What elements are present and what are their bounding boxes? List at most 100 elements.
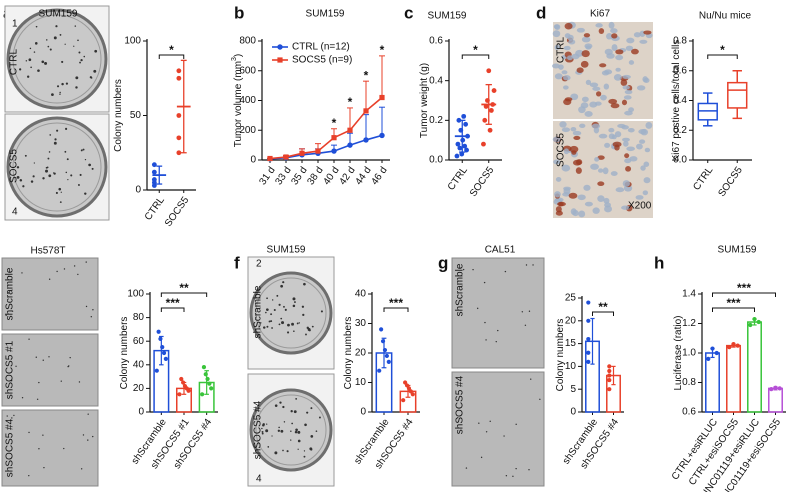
cell xyxy=(622,85,630,90)
chart-title: SUM159 xyxy=(306,9,345,20)
cell xyxy=(578,106,586,114)
photo-title: SUM159 xyxy=(267,245,306,256)
x-tick-label: 35 d xyxy=(289,165,309,187)
cell xyxy=(623,95,632,100)
colony xyxy=(480,456,483,459)
y-tick-label: 0.4 xyxy=(673,95,687,106)
cell xyxy=(570,93,579,101)
colony xyxy=(524,324,527,326)
y-axis-label-text: Tumor volume (mm xyxy=(233,61,244,147)
y-tick-label: 100 xyxy=(124,36,141,47)
colony xyxy=(70,174,73,177)
data-point xyxy=(180,380,186,385)
legend-marker xyxy=(277,57,283,63)
colony xyxy=(465,467,468,469)
colony xyxy=(36,398,39,400)
cell xyxy=(627,127,635,133)
photo xyxy=(451,371,545,487)
cell xyxy=(614,131,622,138)
y-tick-label: 5 xyxy=(570,384,576,395)
marker xyxy=(363,137,369,143)
colony xyxy=(38,381,40,384)
culture-dish-rim xyxy=(255,394,327,466)
cell xyxy=(622,137,630,142)
colony xyxy=(271,327,273,329)
colony xyxy=(26,75,30,78)
cell xyxy=(579,123,586,128)
photo-title: CAL51 xyxy=(485,245,516,256)
colony xyxy=(92,309,94,311)
marker xyxy=(379,94,385,101)
colony xyxy=(15,365,17,368)
y-axis-label-text: Ki67 postive cells/total cells xyxy=(671,40,682,162)
x-tick-label: CTRL xyxy=(691,165,715,193)
cell xyxy=(611,44,618,51)
colony xyxy=(278,323,281,326)
colony xyxy=(42,359,44,361)
colony xyxy=(74,25,77,27)
y-axis-label-sup: 3 xyxy=(231,57,238,61)
significance-bracket xyxy=(160,307,185,312)
colony xyxy=(30,180,34,183)
x-tick-label: CTRL xyxy=(446,165,470,193)
cell xyxy=(620,79,628,86)
cell xyxy=(563,148,570,155)
y-tick-label: 0.0 xyxy=(429,155,443,166)
x-tick-label: SOCS5 xyxy=(163,195,192,229)
data-point xyxy=(586,336,591,342)
cell xyxy=(643,161,650,167)
cell xyxy=(564,97,573,102)
colony xyxy=(270,320,273,323)
colony xyxy=(21,397,24,399)
colony xyxy=(35,356,37,358)
colony xyxy=(503,435,505,437)
y-tick-label: 0.2 xyxy=(429,115,443,126)
colony xyxy=(53,141,57,145)
colony xyxy=(65,127,68,130)
cell xyxy=(614,144,620,151)
colony xyxy=(291,422,294,425)
marker xyxy=(347,142,353,148)
colony xyxy=(10,380,13,382)
x-tick-label: 31 d xyxy=(257,165,277,187)
colony xyxy=(28,474,30,477)
y-tick-label: 50 xyxy=(130,110,142,121)
colony xyxy=(530,378,532,380)
cell xyxy=(615,54,624,61)
colony xyxy=(310,448,313,451)
cell xyxy=(624,153,630,159)
cell xyxy=(563,45,571,51)
data-point xyxy=(455,141,461,147)
significance-bracket xyxy=(707,54,738,59)
photo-label: 1 xyxy=(12,19,18,30)
cell xyxy=(599,63,607,68)
y-tick-label: 100 xyxy=(127,289,144,300)
colony xyxy=(293,330,295,332)
data-point xyxy=(403,380,408,385)
y-tick-label: 60 xyxy=(133,336,145,347)
y-tick-label: 600 xyxy=(239,65,256,76)
colony xyxy=(271,299,274,301)
y-axis-label: Colony numbers xyxy=(119,317,130,390)
x-tick-label: 38 d xyxy=(305,165,325,187)
cell xyxy=(633,32,641,38)
cell xyxy=(585,79,592,86)
colony xyxy=(56,85,60,88)
colony xyxy=(78,51,81,54)
cell xyxy=(573,135,581,140)
colony xyxy=(38,448,40,450)
y-tick-label: 0 xyxy=(570,407,576,418)
photo-title: SUM159 xyxy=(39,9,78,20)
data-point xyxy=(487,127,493,133)
data-point xyxy=(201,365,207,370)
colony xyxy=(318,416,321,419)
y-tick-label: 40 xyxy=(133,359,145,370)
cell xyxy=(585,45,592,50)
cell xyxy=(610,28,618,34)
colony xyxy=(276,294,279,297)
colony xyxy=(30,66,32,69)
significance: * xyxy=(332,116,337,130)
colony xyxy=(77,273,79,276)
colony xyxy=(303,450,306,452)
culture-dish-rim xyxy=(255,277,327,349)
